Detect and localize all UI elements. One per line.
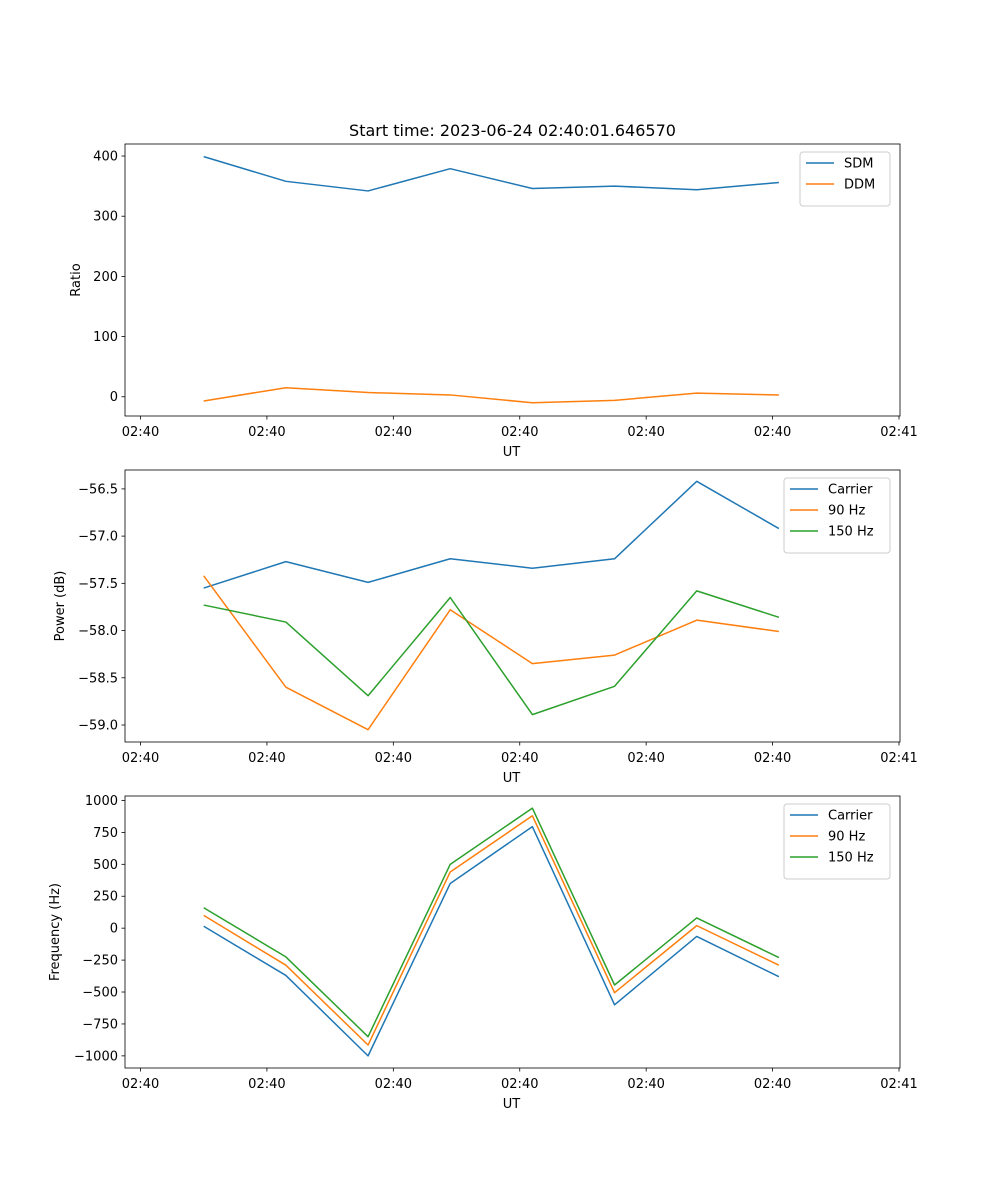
- legend-box: [799, 151, 891, 207]
- x-tick-label: 02:40: [248, 425, 285, 440]
- legend-label: Carrier: [828, 483, 873, 498]
- series-line-150-hz: [203, 590, 780, 716]
- x-tick-label: 02:41: [880, 1077, 917, 1092]
- x-tick-label: 02:40: [627, 1077, 664, 1092]
- series-line-carrier: [203, 825, 780, 1057]
- y-tick-label: 500: [93, 858, 118, 873]
- y-tick-label: 750: [93, 826, 118, 841]
- x-tick-label: 02:40: [248, 751, 285, 766]
- x-tick-label: 02:40: [122, 425, 159, 440]
- legend-label: 150 Hz: [828, 851, 874, 866]
- x-tick-label: 02:40: [122, 751, 159, 766]
- series-line-150-hz: [203, 807, 780, 1038]
- plot-frame: [124, 795, 901, 1069]
- x-tick-label: 02:41: [880, 751, 917, 766]
- y-tick-label: 1000: [85, 794, 118, 809]
- x-tick-label: 02:40: [122, 1077, 159, 1092]
- legend-box: [783, 477, 891, 554]
- legend-label: SDM: [844, 157, 873, 172]
- chart-panel-1: 02:40 02:40 02:40 02:40 02:40 02:40 02:41 0 100 2…: [69, 143, 918, 460]
- chart-panel-3: 02:40 02:40 02:40 02:40 02:40 02:40 02:41 −1000…: [48, 794, 918, 1112]
- x-tick-label: 02:40: [375, 751, 412, 766]
- y-tick-label: 200: [93, 270, 118, 285]
- legend: Carrier 90 Hz 150 Hz: [783, 803, 891, 880]
- y-tick-label: −56.5: [78, 482, 118, 497]
- y-tick-label: −57.0: [78, 530, 118, 545]
- x-axis-label: UT: [503, 771, 521, 786]
- x-axis-label: UT: [503, 1097, 521, 1112]
- y-axis-label: Frequency (Hz): [48, 883, 63, 981]
- x-tick-label: 02:40: [627, 425, 664, 440]
- plot-frame: [124, 469, 901, 743]
- y-tick-label: −750: [82, 1017, 118, 1032]
- series-line-90-hz: [203, 815, 780, 1046]
- y-tick-label: 0: [110, 390, 118, 405]
- y-axis-label: Ratio: [69, 263, 84, 296]
- legend-label: 90 Hz: [828, 830, 865, 845]
- y-tick-label: 100: [93, 330, 118, 345]
- series-line-ddm: [203, 386, 779, 404]
- series-line-carrier: [203, 480, 780, 589]
- legend: SDM DDM: [799, 151, 891, 207]
- series-line-90-hz: [203, 575, 780, 731]
- y-axis-label: Power (dB): [53, 571, 68, 642]
- x-tick-label: 02:40: [501, 425, 538, 440]
- chart-panel-2: 02:40 02:40 02:40 02:40 02:40 02:40 02:41 −59.0…: [53, 469, 918, 786]
- y-tick-label: −500: [82, 986, 118, 1001]
- x-tick-label: 02:40: [375, 1077, 412, 1092]
- y-tick-label: −59.0: [78, 719, 118, 734]
- legend: Carrier 90 Hz 150 Hz: [783, 477, 891, 554]
- legend-label: DDM: [844, 178, 875, 193]
- x-tick-label: 02:40: [627, 751, 664, 766]
- legend-label: 90 Hz: [828, 504, 865, 519]
- x-tick-label: 02:40: [501, 1077, 538, 1092]
- plot-frame: [124, 143, 901, 417]
- y-tick-label: 300: [93, 210, 118, 225]
- x-tick-label: 02:40: [501, 751, 538, 766]
- y-tick-label: 0: [110, 922, 118, 937]
- y-tick-label: −57.5: [78, 577, 118, 592]
- y-tick-label: −58.5: [78, 671, 118, 686]
- legend-label: Carrier: [828, 809, 873, 824]
- figure-title: Start time: 2023-06-24 02:40:01.646570: [349, 121, 676, 140]
- y-tick-label: 250: [93, 890, 118, 905]
- y-tick-label: −58.0: [78, 624, 118, 639]
- y-tick-label: 400: [93, 150, 118, 165]
- legend-box: [783, 803, 891, 880]
- legend-label: 150 Hz: [828, 525, 874, 540]
- x-axis-label: UT: [503, 445, 521, 460]
- y-tick-label: −250: [82, 954, 118, 969]
- x-tick-label: 02:40: [248, 1077, 285, 1092]
- series-line-sdm: [203, 155, 779, 192]
- x-tick-label: 02:40: [754, 425, 791, 440]
- x-tick-label: 02:41: [880, 425, 917, 440]
- x-tick-label: 02:40: [375, 425, 412, 440]
- x-tick-label: 02:40: [754, 1077, 791, 1092]
- x-tick-label: 02:40: [754, 751, 791, 766]
- y-tick-label: −1000: [74, 1049, 118, 1064]
